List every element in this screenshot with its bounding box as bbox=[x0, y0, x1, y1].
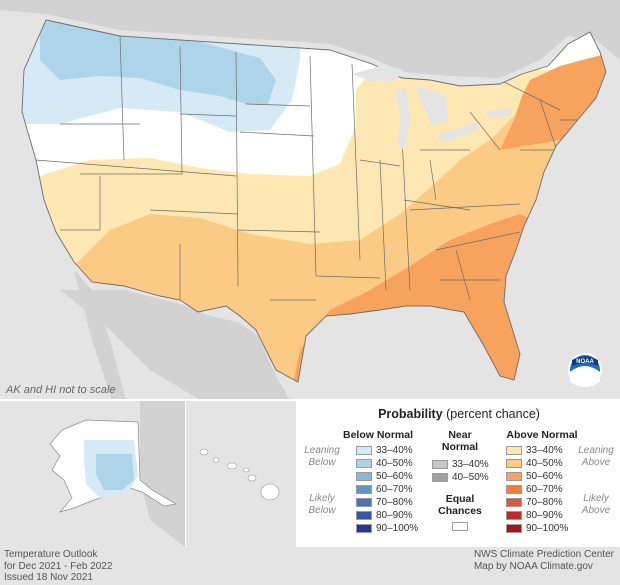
above-row: 40–50% bbox=[506, 458, 563, 469]
noaa-logo bbox=[568, 353, 602, 387]
equal-chances-heading: Equal Chances bbox=[438, 493, 482, 517]
near-row: 40–50% bbox=[432, 472, 489, 483]
credit-right-line-1: NWS Climate Prediction Center bbox=[473, 549, 614, 560]
us-outline bbox=[21, 19, 607, 383]
near-heading: Near Normal bbox=[441, 429, 479, 453]
credit-line-3: Issued 18 Nov 2021 bbox=[4, 572, 93, 583]
near-range-label: 33–40% bbox=[452, 459, 489, 470]
above-row: 90–100% bbox=[506, 523, 568, 534]
above-range-label: 80–90% bbox=[526, 510, 563, 521]
above-range-label: 33–40% bbox=[526, 445, 563, 456]
below-swatch bbox=[356, 524, 372, 533]
above-swatch bbox=[506, 511, 522, 520]
zone-below-40 bbox=[40, 20, 276, 104]
canada-yukon bbox=[140, 401, 185, 547]
above-row: 70–80% bbox=[506, 497, 563, 508]
above-row: 80–90% bbox=[506, 510, 563, 521]
below-row: 33–40% bbox=[356, 445, 413, 456]
below-range-label: 80–90% bbox=[376, 510, 413, 521]
mexico bbox=[60, 290, 290, 400]
below-row: 40–50% bbox=[356, 458, 413, 469]
legend-title: Probability (percent chance) bbox=[298, 407, 620, 421]
hawaii bbox=[199, 448, 280, 501]
logo-text: NOAA bbox=[576, 359, 594, 365]
credit-right-line-2: Map by NOAA Climate.gov bbox=[473, 560, 593, 572]
legend: Probability (percent chance) Below Norma… bbox=[298, 401, 620, 547]
below-swatch bbox=[356, 511, 372, 520]
above-row: 50–60% bbox=[506, 471, 563, 482]
lake-huron bbox=[416, 86, 448, 126]
below-range-label: 40–50% bbox=[376, 458, 413, 469]
near-range-label: 40–50% bbox=[452, 472, 489, 483]
below-swatch bbox=[356, 446, 372, 455]
below-row: 70–80% bbox=[356, 497, 413, 508]
near-swatch bbox=[432, 473, 448, 482]
above-row: 60–70% bbox=[506, 484, 563, 495]
above-swatch bbox=[506, 498, 522, 507]
above-range-label: 70–80% bbox=[526, 497, 563, 508]
baja bbox=[74, 270, 126, 400]
lake-ontario bbox=[486, 108, 512, 118]
leaning-below-label: Leaning Below bbox=[304, 445, 340, 468]
above-swatch bbox=[506, 485, 522, 494]
legend-title-bold: Probability bbox=[378, 407, 443, 421]
near-swatch bbox=[432, 460, 448, 469]
below-swatch bbox=[356, 459, 372, 468]
below-range-label: 90–100% bbox=[376, 523, 419, 534]
credits-left: Temperature Outlook for Dec 2021 - Feb 2… bbox=[4, 549, 112, 584]
below-row: 50–60% bbox=[356, 471, 413, 482]
above-range-label: 50–60% bbox=[526, 471, 563, 482]
below-swatch bbox=[356, 498, 372, 507]
above-range-label: 90–100% bbox=[526, 523, 569, 534]
above-swatch bbox=[506, 459, 522, 468]
below-row: 90–100% bbox=[356, 523, 418, 534]
legend-title-rest: (percent chance) bbox=[442, 407, 540, 421]
below-swatch bbox=[356, 485, 372, 494]
below-range-label: 70–80% bbox=[376, 497, 413, 508]
leaning-above-label: Leaning Above bbox=[578, 445, 614, 468]
credits-right: NWS Climate Prediction Center Map by NOA… bbox=[474, 549, 614, 572]
above-range-label: 60–70% bbox=[526, 484, 563, 495]
alaska-below-40 bbox=[96, 454, 134, 490]
above-range-label: 40–50% bbox=[526, 458, 563, 469]
likely-above-label: Likely Above bbox=[581, 493, 611, 516]
scale-note: AK and HI not to scale bbox=[6, 384, 116, 396]
credit-line-2: for Dec 2021 - Feb 2022 bbox=[4, 560, 113, 572]
below-heading: Below Normal bbox=[342, 429, 413, 441]
canada bbox=[0, 0, 620, 78]
near-row: 33–40% bbox=[432, 459, 489, 470]
above-swatch bbox=[506, 524, 522, 533]
credit-line-1: Temperature Outlook bbox=[4, 549, 98, 560]
above-heading: Above Normal bbox=[506, 429, 578, 441]
lake-erie bbox=[436, 122, 480, 142]
equal-chances-swatch bbox=[452, 522, 468, 531]
below-row: 80–90% bbox=[356, 510, 413, 521]
above-swatch bbox=[506, 446, 522, 455]
above-row: 33–40% bbox=[506, 445, 563, 456]
below-range-label: 33–40% bbox=[376, 445, 413, 456]
likely-below-label: Likely Below bbox=[308, 493, 336, 516]
lake-michigan bbox=[396, 88, 410, 150]
lake-superior bbox=[352, 66, 404, 82]
below-swatch bbox=[356, 472, 372, 481]
below-range-label: 50–60% bbox=[376, 471, 413, 482]
state-boundaries bbox=[35, 35, 590, 301]
above-swatch bbox=[506, 472, 522, 481]
below-row: 60–70% bbox=[356, 484, 413, 495]
below-range-label: 60–70% bbox=[376, 484, 413, 495]
